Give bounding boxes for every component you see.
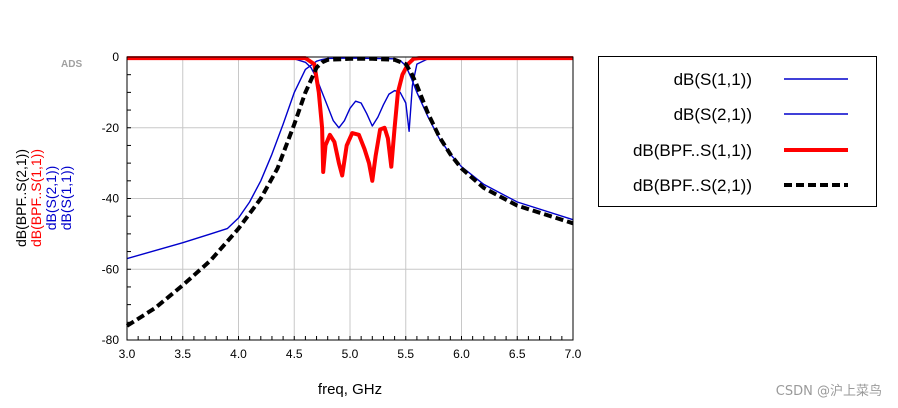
y-tick-label: -20	[102, 121, 120, 135]
legend-item: dB(S(1,1))	[599, 66, 878, 96]
y-axis-label-text: dB(BPF..S(2,1))dB(BPF..S(1,1))dB(S(2,1))…	[13, 149, 74, 247]
y-axis-label-line: dB(BPF..S(2,1))	[13, 149, 29, 247]
tick-labels: 3.0 3.5 4.0 4.5 5.0 5.5 6.0 6.5 7.0 0 -20 -40 -60 -80	[102, 50, 582, 361]
series-line-db-bpf-s-1-1	[127, 56, 573, 183]
x-axis-label: freq, GHz	[317, 381, 383, 398]
y-tick-label: -40	[102, 192, 120, 206]
y-axis-label-line: dB(S(2,1))	[43, 166, 59, 231]
x-tick-label: 3.5	[174, 347, 191, 361]
x-tick-label: 4.5	[286, 347, 303, 361]
x-tick-label: 5.0	[342, 347, 359, 361]
x-tick-label: 3.0	[119, 347, 136, 361]
series-group	[125, 56, 574, 328]
legend-item: dB(BPF..S(1,1))	[599, 137, 878, 167]
x-tick-label: 5.5	[397, 347, 414, 361]
y-axis-label-line: dB(BPF..S(1,1))	[28, 149, 44, 247]
x-tick-label: 4.0	[230, 347, 247, 361]
legend-label: dB(S(1,1))	[673, 70, 752, 89]
watermark: CSDN @沪上菜鸟	[775, 384, 882, 399]
ads-tag: ADS	[61, 59, 83, 70]
legend-item: dB(S(2,1))	[599, 101, 878, 131]
x-tick-label: 6.0	[453, 347, 470, 361]
y-tick-label: -60	[102, 262, 120, 276]
legend-item: dB(BPF..S(2,1))	[599, 172, 878, 202]
legend-label: dB(BPF..S(2,1))	[632, 176, 752, 195]
series-line-db-bpf-s-2-1	[125, 56, 574, 328]
y-axis-label: dB(BPF..S(2,1))dB(BPF..S(1,1))dB(S(2,1))…	[13, 149, 74, 247]
legend-label: dB(BPF..S(1,1))	[632, 141, 752, 160]
legend-swatch	[784, 183, 848, 187]
y-tick-label: -80	[102, 333, 120, 347]
legend: dB(S(1,1)) dB(S(2,1)) dB(BPF..S(1,1)) dB…	[598, 56, 877, 207]
legend-label: dB(S(2,1))	[673, 105, 752, 124]
legend-swatch	[784, 148, 848, 152]
x-tick-label: 6.5	[509, 347, 526, 361]
plot-frame	[126, 56, 574, 341]
x-tick-label: 7.0	[565, 347, 582, 361]
y-tick-label: 0	[112, 50, 119, 64]
legend-swatch	[784, 113, 848, 115]
y-axis-label-line: dB(S(1,1))	[58, 166, 74, 231]
legend-swatch	[784, 78, 848, 80]
